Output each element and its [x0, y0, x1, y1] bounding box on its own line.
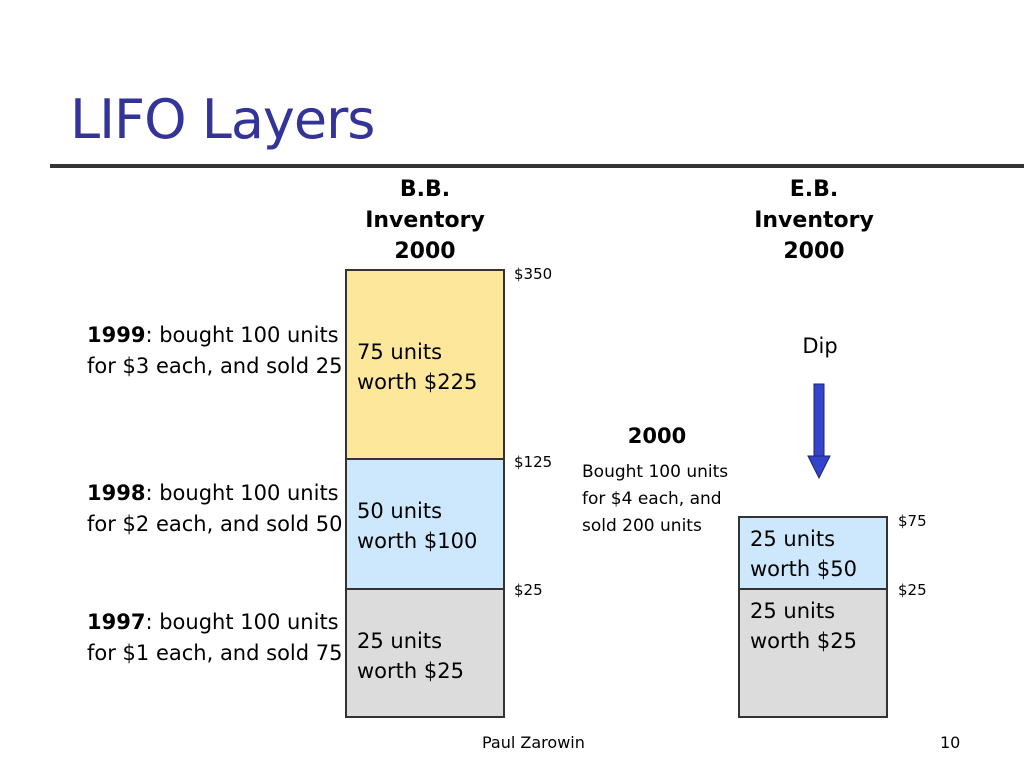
- bb-layer-1999-box: 75 units worth $225: [345, 269, 505, 460]
- layer-text: : bought 100 units for $3 each, and sold…: [87, 323, 343, 378]
- slide-title: LIFO Layers: [70, 88, 375, 151]
- year-2000-note: Bought 100 units for $4 each, and sold 2…: [582, 462, 729, 536]
- box-line: worth $100: [357, 529, 478, 553]
- bb-inventory-header: B.B. Inventory 2000: [345, 174, 505, 267]
- box-line: worth $25: [750, 629, 857, 653]
- eb-layer-bottom-box: 25 units worth $25: [738, 588, 888, 718]
- layer-text: : bought 100 units for $1 each, and sold…: [87, 610, 343, 665]
- box-line: 25 units: [750, 599, 836, 623]
- layer-description-1998: 1998: bought 100 units for $2 each, and …: [87, 478, 352, 540]
- box-line: worth $50: [750, 557, 857, 581]
- bb-header-line: B.B.: [399, 177, 451, 202]
- year-2000-label: 2000: [627, 424, 687, 448]
- dip-label: Dip: [802, 334, 838, 358]
- bb-header-line: Inventory: [365, 208, 485, 233]
- eb-layer-top-box: 25 units worth $50: [738, 516, 888, 590]
- layer-year: 1998: [87, 481, 146, 505]
- layer-year: 1997: [87, 610, 146, 634]
- bb-header-line: 2000: [394, 239, 456, 264]
- bb-layer-1998-box: 50 units worth $100: [345, 458, 505, 590]
- bb-amount: $350: [514, 265, 553, 283]
- layer-text: : bought 100 units for $2 each, and sold…: [87, 481, 343, 536]
- page-number: 10: [940, 733, 961, 752]
- eb-amount: $75: [898, 512, 927, 530]
- bb-amount: $125: [514, 453, 553, 471]
- box-line: 25 units: [357, 629, 443, 653]
- layer-year: 1999: [87, 323, 146, 347]
- footer-author: Paul Zarowin: [482, 733, 585, 752]
- bb-layer-1997-box: 25 units worth $25: [345, 588, 505, 718]
- box-line: 25 units: [750, 527, 836, 551]
- eb-amount: $25: [898, 581, 927, 599]
- layer-description-1997: 1997: bought 100 units for $1 each, and …: [87, 607, 352, 669]
- box-line: 75 units: [357, 340, 443, 364]
- eb-header-line: 2000: [783, 239, 845, 264]
- eb-header-line: E.B.: [789, 177, 839, 202]
- box-line: 50 units: [357, 499, 443, 523]
- bb-amount: $25: [514, 581, 543, 599]
- down-arrow-icon: [807, 383, 831, 480]
- box-line: worth $25: [357, 659, 464, 683]
- box-line: worth $225: [357, 370, 478, 394]
- title-divider: [50, 164, 1024, 168]
- eb-inventory-header: E.B. Inventory 2000: [734, 174, 894, 267]
- layer-description-1999: 1999: bought 100 units for $3 each, and …: [87, 320, 352, 382]
- eb-header-line: Inventory: [754, 208, 874, 233]
